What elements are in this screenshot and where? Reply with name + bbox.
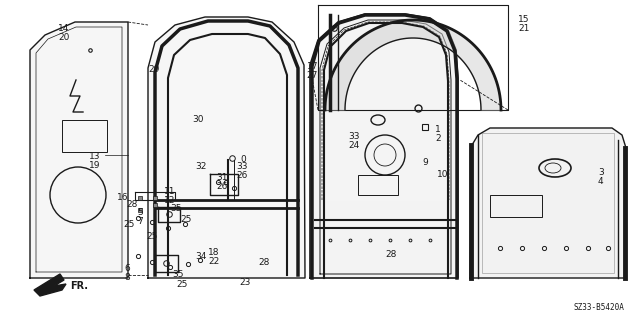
Text: 17
27: 17 27 xyxy=(306,62,318,80)
Text: 9: 9 xyxy=(422,158,428,167)
Text: 15
21: 15 21 xyxy=(518,15,529,33)
Polygon shape xyxy=(322,22,449,200)
Text: 10: 10 xyxy=(437,170,448,179)
Text: SZ33-B5420A: SZ33-B5420A xyxy=(573,303,624,312)
Text: 32: 32 xyxy=(195,162,207,171)
Text: 28: 28 xyxy=(385,250,396,259)
Bar xyxy=(482,133,614,273)
Polygon shape xyxy=(168,34,287,275)
Text: 13
19: 13 19 xyxy=(89,152,100,170)
Text: 23: 23 xyxy=(239,278,250,287)
Text: 18
22: 18 22 xyxy=(208,248,219,266)
Text: 28: 28 xyxy=(258,258,269,267)
Polygon shape xyxy=(310,14,458,278)
Text: 31
26: 31 26 xyxy=(216,173,228,191)
Bar xyxy=(62,120,107,152)
Text: FR.: FR. xyxy=(70,281,88,291)
Text: 14
20: 14 20 xyxy=(58,24,69,42)
Polygon shape xyxy=(470,128,626,278)
Text: 34: 34 xyxy=(195,252,207,261)
Text: 29: 29 xyxy=(148,65,159,74)
Text: 1
2: 1 2 xyxy=(435,125,441,143)
Polygon shape xyxy=(325,20,501,110)
Text: 25: 25 xyxy=(176,280,188,289)
Polygon shape xyxy=(34,274,66,296)
Text: 0: 0 xyxy=(240,155,246,164)
Text: 11
12: 11 12 xyxy=(164,187,175,205)
Text: 28: 28 xyxy=(127,200,138,209)
Text: 33
26: 33 26 xyxy=(236,162,247,180)
Text: 25: 25 xyxy=(180,215,191,224)
Text: 30: 30 xyxy=(192,115,204,124)
Text: 35: 35 xyxy=(170,204,181,213)
Text: 25: 25 xyxy=(124,220,135,229)
Text: 33
24: 33 24 xyxy=(349,132,360,150)
Bar xyxy=(490,195,542,217)
Bar xyxy=(358,175,398,195)
Polygon shape xyxy=(148,17,305,278)
Text: 35: 35 xyxy=(172,270,183,279)
Text: 6
8: 6 8 xyxy=(124,264,130,282)
Text: 16: 16 xyxy=(117,193,128,202)
Polygon shape xyxy=(30,22,128,278)
Text: 3
4: 3 4 xyxy=(598,168,604,186)
Text: 5
7: 5 7 xyxy=(137,208,143,226)
Text: 25: 25 xyxy=(146,232,158,241)
